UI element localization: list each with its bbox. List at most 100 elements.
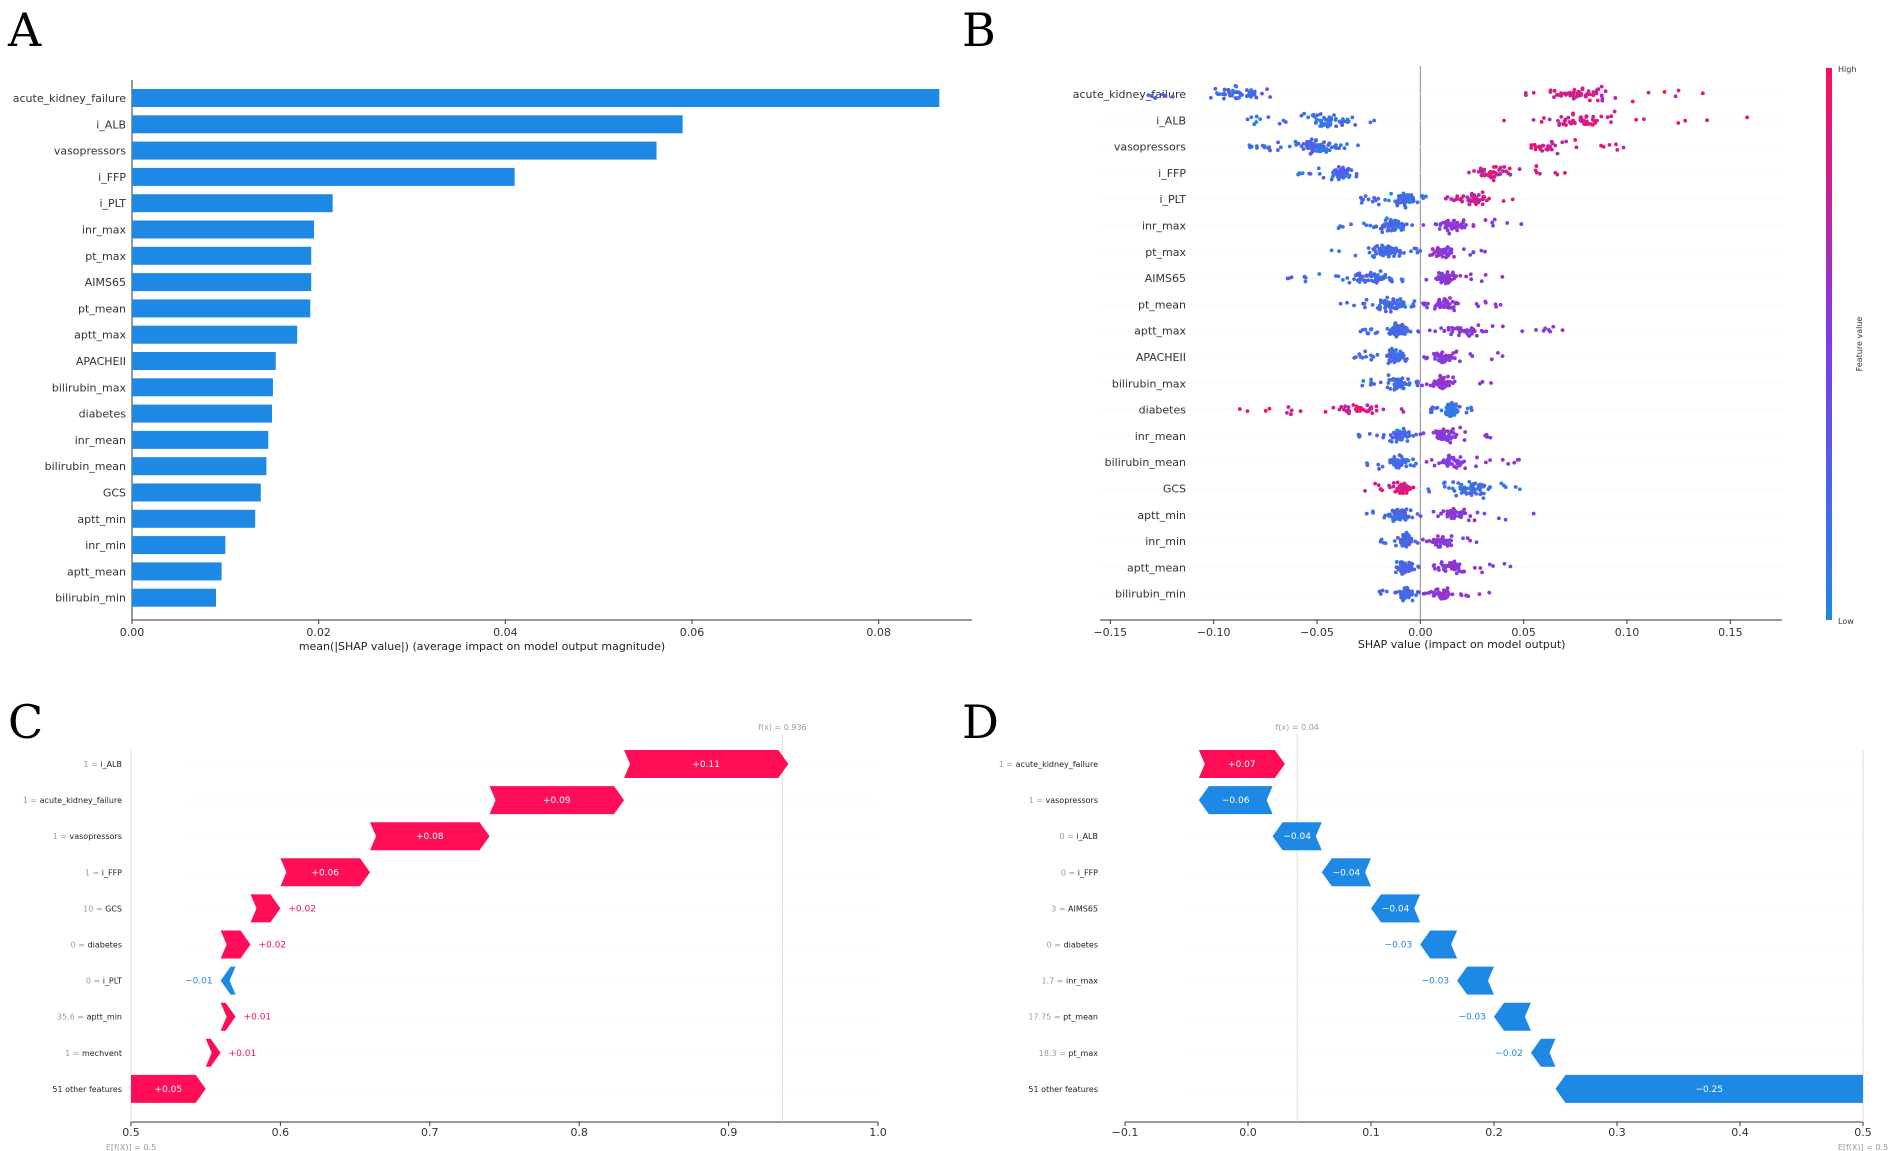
positive-contribution-arrow (220, 930, 251, 959)
shap-point (1483, 300, 1488, 305)
contribution-label: +0.02 (288, 904, 316, 914)
shap-point (1454, 510, 1459, 514)
negative-contribution-arrow (1272, 822, 1322, 851)
shap-point (1450, 299, 1455, 304)
shap-point (1287, 144, 1292, 149)
shap-point (1548, 329, 1553, 334)
shap-point (1491, 564, 1495, 568)
shap-point (1370, 509, 1375, 514)
shap-point (1488, 458, 1493, 463)
x-tick-label: 0.5 (1854, 1126, 1872, 1139)
shap-point (1439, 326, 1444, 331)
shap-point (1391, 481, 1396, 485)
shap-point (1464, 486, 1469, 491)
shap-point (1415, 589, 1420, 594)
shap-point (1458, 273, 1463, 278)
shap-point (1470, 483, 1475, 488)
shap-point (1347, 409, 1352, 413)
shap-point (1395, 428, 1400, 433)
shap-point (1456, 481, 1461, 486)
feature-name: mechvent (82, 1049, 122, 1058)
shap-point (1208, 95, 1213, 100)
shap-point (1401, 426, 1406, 431)
shap-point (1401, 196, 1405, 201)
shap-point (1457, 330, 1462, 335)
shap-point (1605, 115, 1610, 120)
shap-point (1451, 223, 1455, 228)
shap-point (1306, 115, 1311, 120)
shap-point (1436, 565, 1441, 570)
shap-point (1583, 122, 1588, 127)
feature-label: pt_mean (1138, 298, 1186, 311)
shap-point (1413, 539, 1418, 544)
shap-point (1289, 408, 1294, 413)
shap-point (1452, 254, 1456, 259)
shap-point (1387, 483, 1391, 488)
shap-point (1356, 433, 1361, 438)
shap-point (1283, 120, 1288, 124)
shap-point (1445, 245, 1450, 249)
shap-point (1563, 171, 1567, 175)
shap-point (1483, 460, 1488, 465)
shap-point (1411, 195, 1416, 200)
feature-value: 0 (86, 977, 91, 986)
shap-point (1584, 115, 1589, 119)
shap-point (1401, 410, 1406, 414)
shap-point (1398, 297, 1403, 301)
shap-point (1446, 327, 1451, 332)
shap-point (1480, 202, 1485, 207)
shap-point (1405, 565, 1410, 570)
shap-point (1407, 593, 1412, 598)
shap-point (1238, 91, 1243, 96)
shap-point (1267, 145, 1272, 150)
feature-label: i_PLT (1159, 193, 1186, 206)
shap-point (1388, 309, 1393, 314)
shap-point (1449, 400, 1454, 405)
shap-point (1497, 168, 1502, 172)
shap-point (1401, 330, 1406, 334)
shap-point (1572, 87, 1577, 92)
y-tick-label: i_ALB (96, 118, 126, 131)
shap-point (1442, 431, 1447, 436)
shap-point (1673, 94, 1678, 99)
shap-point (1454, 350, 1458, 354)
shap-point (1477, 592, 1482, 597)
feature-equals: = (93, 904, 105, 913)
feature-name: pt_mean (1063, 1013, 1098, 1022)
shap-point (1377, 246, 1382, 251)
shap-point (1402, 429, 1407, 434)
shap-point (1450, 486, 1455, 491)
feature-equals: = (1052, 941, 1064, 950)
shap-point (1388, 359, 1393, 364)
shap-point (1231, 88, 1235, 93)
shap-point (1410, 515, 1415, 520)
shap-point (1479, 483, 1483, 487)
shap-point (1375, 352, 1380, 357)
shap-point (1452, 356, 1457, 361)
x-tick-label: 0.10 (1615, 626, 1640, 639)
shap-point (1641, 117, 1646, 122)
shap-point (1347, 280, 1352, 285)
shap-point (1453, 197, 1458, 202)
shap-point (1559, 114, 1564, 119)
shap-point (1461, 247, 1466, 252)
x-tick-label: 0.04 (493, 626, 518, 639)
feature-equals: = (1057, 1049, 1069, 1058)
shap-point (1445, 436, 1449, 441)
shap-point (1337, 249, 1341, 254)
shap-point (1462, 438, 1467, 443)
shap-point (1358, 277, 1363, 282)
shap-point (1149, 94, 1154, 98)
shap-point (1388, 328, 1393, 333)
shap-point (1466, 518, 1471, 523)
shap-point (1465, 536, 1470, 541)
feature-name: i_ALB (1076, 832, 1098, 841)
fx-label: f(x) = 0.936 (758, 723, 806, 732)
shap-point (1615, 147, 1620, 152)
contribution-label: +0.08 (416, 832, 444, 842)
shap-point (1370, 199, 1375, 204)
shap-point (1372, 118, 1377, 123)
shap-point (1389, 228, 1394, 233)
shap-point (1384, 251, 1389, 256)
feature-label: diabetes (1139, 404, 1187, 417)
